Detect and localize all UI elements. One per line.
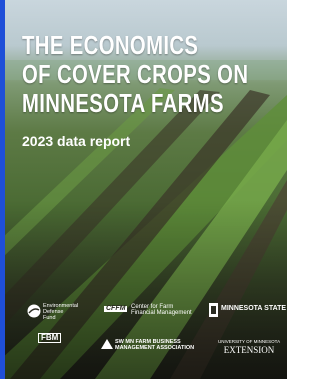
title-line: MINNESOTA FARMS — [22, 90, 224, 116]
cffm-logo: Center for Farm Financial Management — [131, 304, 192, 316]
title-line: OF COVER CROPS ON — [22, 61, 248, 87]
edf-logo: Environmental Defense Fund — [43, 303, 78, 321]
swmn-icon — [101, 339, 113, 349]
logo-text: MANAGEMENT ASSOCIATION — [115, 345, 194, 351]
logo-text: Financial Management — [131, 310, 192, 316]
cover: THE ECONOMICS OF COVER CROPS ON MINNESOT… — [0, 0, 287, 379]
umn-logo: UNIVERSITY OF MINNESOTA EXTENSION — [218, 339, 280, 355]
cffm-mark: CFFM — [104, 306, 127, 312]
title-line: THE ECONOMICS — [22, 32, 198, 58]
mnstate-icon — [209, 303, 218, 317]
subtitle: 2023 data report — [22, 133, 130, 149]
edf-icon — [27, 304, 41, 318]
logo-text: EXTENSION — [218, 345, 280, 355]
mnstate-logo: MINNESOTA STATE — [221, 306, 286, 312]
fbm-logo: FBM — [38, 333, 61, 343]
swmn-logo: SW MN FARM BUSINESS MANAGEMENT ASSOCIATI… — [115, 339, 194, 351]
logo-text: Fund — [43, 315, 78, 321]
